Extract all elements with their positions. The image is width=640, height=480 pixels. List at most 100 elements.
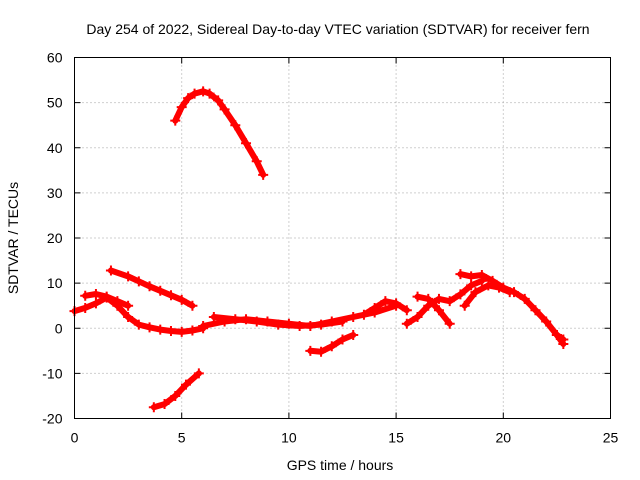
series-band: [150, 370, 202, 411]
y-tick-label: 10: [47, 275, 63, 291]
data-point: [466, 280, 477, 291]
data-point: [80, 302, 91, 313]
data-point: [198, 86, 209, 97]
data-point: [187, 300, 198, 311]
data-point: [176, 102, 187, 113]
data-point: [144, 281, 155, 292]
data-point: [90, 298, 101, 309]
data-point: [494, 282, 505, 293]
data-point: [230, 120, 241, 131]
data-point: [251, 156, 262, 167]
data-point: [459, 300, 470, 311]
data-point: [80, 290, 91, 301]
data-point: [183, 93, 194, 104]
data-point: [273, 319, 284, 330]
series-band: [414, 293, 453, 327]
data-point: [176, 326, 187, 337]
data-point: [391, 298, 402, 309]
plot-frame: [74, 57, 611, 419]
series-arc-g: [208, 311, 348, 331]
series-band: [403, 277, 485, 327]
data-point: [455, 289, 466, 300]
series-arc-i: [358, 296, 412, 320]
data-point: [123, 311, 134, 322]
data-point: [348, 330, 359, 341]
y-tick-label: -20: [42, 411, 62, 427]
data-point: [170, 390, 181, 401]
data-point: [148, 402, 159, 413]
data-point: [133, 276, 144, 287]
y-tick-label: -10: [42, 365, 62, 381]
y-tick-labels: -20 -10 0 10 20 30 40 50 60: [42, 50, 62, 427]
data-point: [165, 290, 176, 301]
data-point: [412, 291, 423, 302]
data-point: [176, 294, 187, 305]
series-arc-h: [305, 330, 359, 357]
chart-title: Day 254 of 2022, Sidereal Day-to-day VTE…: [86, 21, 589, 37]
y-tick-label: 40: [47, 140, 63, 156]
data-point: [433, 305, 444, 316]
data-point: [213, 95, 224, 106]
data-point: [193, 368, 204, 379]
series-arc-k: [412, 291, 455, 329]
data-point: [170, 115, 181, 126]
y-tick-label: 20: [47, 230, 63, 246]
data-point: [551, 330, 562, 341]
data-point: [504, 287, 515, 298]
data-point: [401, 318, 412, 329]
data-point: [165, 325, 176, 336]
data-point: [144, 322, 155, 333]
data-point: [198, 320, 209, 331]
data-point: [105, 265, 116, 276]
data-point: [530, 305, 541, 316]
data-point: [348, 311, 359, 322]
data-point: [337, 334, 348, 345]
x-tick-label: 10: [281, 430, 297, 446]
data-point: [112, 296, 123, 307]
x-tick-label: 20: [496, 430, 512, 446]
data-point: [155, 324, 166, 335]
data-point: [159, 399, 170, 410]
x-tick-label: 25: [603, 430, 619, 446]
data-point: [326, 341, 337, 352]
x-tick-label: 0: [71, 430, 79, 446]
data-point: [412, 311, 423, 322]
data-point: [189, 88, 200, 99]
data-point: [316, 346, 327, 357]
grid-lines: [74, 57, 611, 419]
data-point: [337, 316, 348, 327]
data-point: [101, 291, 112, 302]
y-tick-label: 30: [47, 185, 63, 201]
series-arc-m: [459, 280, 515, 311]
data-point: [433, 293, 444, 304]
data-point: [519, 293, 530, 304]
data-point: [369, 302, 380, 313]
data-point: [316, 319, 327, 330]
data-point: [230, 314, 241, 325]
series-arc-b: [80, 288, 134, 311]
data-point: [204, 88, 215, 99]
data-point: [123, 300, 134, 311]
x-axis-label: GPS time / hours: [287, 457, 394, 473]
data-point: [558, 334, 569, 345]
series-arc-j: [401, 275, 487, 329]
x-tick-label: 5: [178, 430, 186, 446]
data-point: [187, 325, 198, 336]
series-arc-d: [170, 86, 269, 180]
data-point: [470, 287, 481, 298]
series-band: [172, 88, 267, 178]
data-point: [401, 305, 412, 316]
data-point: [133, 319, 144, 330]
data-point: [423, 293, 434, 304]
series-arc-e: [148, 368, 204, 413]
data-point: [380, 296, 391, 307]
data-point: [444, 318, 455, 329]
series-arc-l: [455, 269, 569, 350]
y-tick-label: 0: [55, 320, 63, 336]
data-point: [444, 296, 455, 307]
x-tick-label: 15: [388, 430, 404, 446]
data-point: [90, 288, 101, 299]
data-point: [358, 309, 369, 320]
data-point: [208, 311, 219, 322]
